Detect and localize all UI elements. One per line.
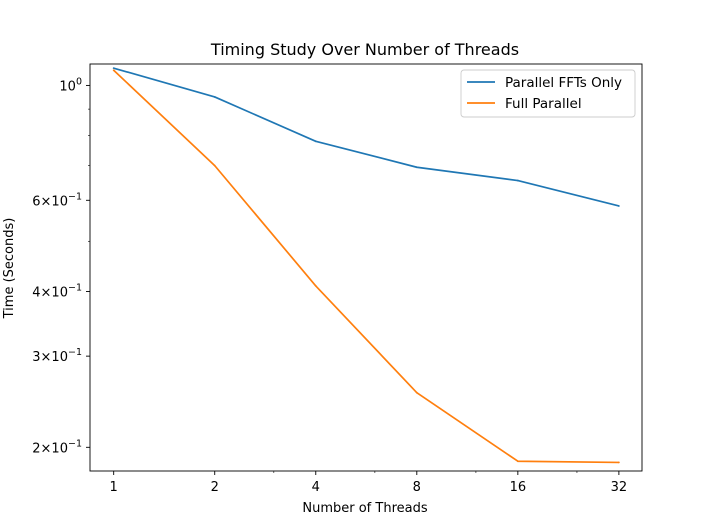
minor-ticks <box>88 108 578 473</box>
legend-label-2: Full Parallel <box>505 96 582 112</box>
y-tick-label: 6×10−1 <box>32 191 82 209</box>
series-1-point <box>213 96 216 98</box>
series-1-point <box>314 140 317 143</box>
series-line-1 <box>113 67 620 207</box>
series-1-point <box>112 67 115 70</box>
series-1-point <box>617 205 620 207</box>
series-line-2 <box>113 69 619 464</box>
series-2-point <box>617 461 620 464</box>
x-tick-label: 8 <box>413 480 421 495</box>
x-tick-label: 32 <box>611 480 628 495</box>
plot-area-frame <box>89 63 643 472</box>
y-axis-label: Time (Seconds) <box>2 218 17 320</box>
series-2-point <box>314 285 317 287</box>
legend: Parallel FFTs Only Full Parallel <box>460 69 636 118</box>
x-tick-label: 16 <box>510 480 527 495</box>
y-tick-label: 3×10−1 <box>32 347 82 365</box>
legend-label-1: Parallel FFTs Only <box>505 75 622 91</box>
y-tick-label: 100 <box>59 76 82 94</box>
y-axis: 100 6×10−1 4×10−1 3×10−1 2×10−1 <box>32 76 90 456</box>
series-2-point <box>213 164 216 167</box>
x-axis: 1 2 4 8 16 32 <box>110 471 628 495</box>
series-lines <box>112 67 620 464</box>
y-tick-label: 2×10−1 <box>32 438 82 456</box>
series-1-point <box>516 179 519 182</box>
chart-title: Timing Study Over Number of Threads <box>210 40 519 59</box>
x-tick-label: 1 <box>110 480 118 495</box>
legend-box <box>460 69 636 118</box>
x-tick-label: 4 <box>312 480 320 495</box>
series-2-point <box>415 391 418 394</box>
y-tick-label: 4×10−1 <box>32 282 82 300</box>
x-axis-label: Number of Threads <box>302 501 427 516</box>
series-2-point <box>112 69 115 72</box>
x-tick-label: 2 <box>211 480 219 495</box>
series-1-point <box>415 166 418 169</box>
series-2-point <box>516 460 519 463</box>
